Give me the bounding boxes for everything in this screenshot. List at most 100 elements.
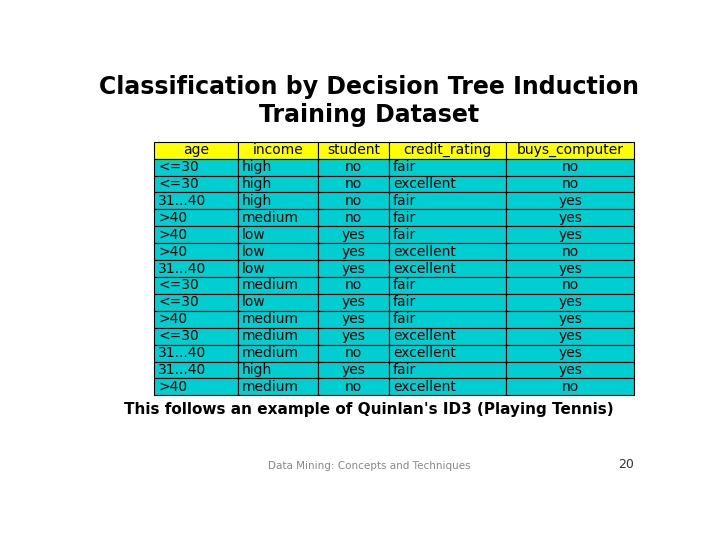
Text: excellent: excellent xyxy=(393,380,456,394)
Bar xyxy=(154,176,238,192)
Bar xyxy=(318,345,389,362)
Bar xyxy=(238,277,318,294)
Text: fair: fair xyxy=(393,194,416,208)
Text: 20: 20 xyxy=(618,458,634,471)
Bar xyxy=(506,328,634,345)
Text: yes: yes xyxy=(558,194,582,208)
Bar xyxy=(154,277,238,294)
Text: no: no xyxy=(345,194,362,208)
Bar xyxy=(154,192,238,210)
Text: <=30: <=30 xyxy=(158,329,199,343)
Text: low: low xyxy=(241,245,265,259)
Bar xyxy=(506,210,634,226)
Text: fair: fair xyxy=(393,228,416,242)
Bar xyxy=(154,141,238,159)
Text: no: no xyxy=(345,211,362,225)
Bar xyxy=(238,159,318,176)
Text: fair: fair xyxy=(393,363,416,377)
Bar xyxy=(318,362,389,379)
Text: high: high xyxy=(241,363,271,377)
Bar xyxy=(154,294,238,311)
Text: medium: medium xyxy=(241,211,299,225)
Text: excellent: excellent xyxy=(393,346,456,360)
Text: yes: yes xyxy=(342,245,366,259)
Bar xyxy=(154,243,238,260)
Bar xyxy=(318,379,389,395)
Bar xyxy=(389,311,506,328)
Text: >40: >40 xyxy=(158,380,187,394)
Bar xyxy=(506,294,634,311)
Bar xyxy=(389,328,506,345)
Text: yes: yes xyxy=(558,295,582,309)
Text: >40: >40 xyxy=(158,211,187,225)
Bar xyxy=(506,243,634,260)
Bar xyxy=(318,260,389,277)
Text: medium: medium xyxy=(241,279,299,293)
Text: <=30: <=30 xyxy=(158,295,199,309)
Bar xyxy=(389,277,506,294)
Text: no: no xyxy=(562,245,579,259)
Bar xyxy=(154,345,238,362)
Text: no: no xyxy=(562,279,579,293)
Bar xyxy=(506,260,634,277)
Text: This follows an example of Quinlan's ID3 (Playing Tennis): This follows an example of Quinlan's ID3… xyxy=(124,402,614,416)
Text: no: no xyxy=(562,160,579,174)
Text: Data Mining: Concepts and Techniques: Data Mining: Concepts and Techniques xyxy=(268,462,470,471)
Bar xyxy=(389,159,506,176)
Bar xyxy=(318,277,389,294)
Bar xyxy=(318,210,389,226)
Text: 31...40: 31...40 xyxy=(158,346,207,360)
Bar xyxy=(389,243,506,260)
Bar xyxy=(389,345,506,362)
Bar xyxy=(389,192,506,210)
Text: student: student xyxy=(327,143,380,157)
Text: <=30: <=30 xyxy=(158,160,199,174)
Text: no: no xyxy=(562,380,579,394)
Text: >40: >40 xyxy=(158,245,187,259)
Text: yes: yes xyxy=(558,211,582,225)
Text: excellent: excellent xyxy=(393,329,456,343)
Bar xyxy=(506,379,634,395)
Text: fair: fair xyxy=(393,160,416,174)
Bar xyxy=(506,362,634,379)
Bar xyxy=(238,192,318,210)
Bar xyxy=(389,176,506,192)
Text: credit_rating: credit_rating xyxy=(403,143,492,157)
Bar xyxy=(318,159,389,176)
Bar xyxy=(389,260,506,277)
Bar xyxy=(238,210,318,226)
Text: fair: fair xyxy=(393,295,416,309)
Bar xyxy=(238,243,318,260)
Text: medium: medium xyxy=(241,380,299,394)
Bar xyxy=(506,277,634,294)
Text: yes: yes xyxy=(558,346,582,360)
Text: yes: yes xyxy=(558,363,582,377)
Text: fair: fair xyxy=(393,279,416,293)
Bar xyxy=(389,210,506,226)
Text: buys_computer: buys_computer xyxy=(517,143,624,157)
Text: no: no xyxy=(345,346,362,360)
Bar xyxy=(154,379,238,395)
Text: no: no xyxy=(562,177,579,191)
Bar xyxy=(389,141,506,159)
Text: high: high xyxy=(241,160,271,174)
Bar xyxy=(318,328,389,345)
Text: yes: yes xyxy=(342,329,366,343)
Bar xyxy=(238,345,318,362)
Bar xyxy=(506,192,634,210)
Bar xyxy=(506,141,634,159)
Text: >40: >40 xyxy=(158,312,187,326)
Text: income: income xyxy=(253,143,303,157)
Bar xyxy=(318,141,389,159)
Bar xyxy=(238,311,318,328)
Bar xyxy=(154,159,238,176)
Text: yes: yes xyxy=(342,295,366,309)
Text: no: no xyxy=(345,160,362,174)
Bar xyxy=(154,311,238,328)
Text: no: no xyxy=(345,380,362,394)
Bar xyxy=(506,311,634,328)
Text: no: no xyxy=(345,279,362,293)
Text: <=30: <=30 xyxy=(158,177,199,191)
Bar xyxy=(154,226,238,243)
Text: Classification by Decision Tree Induction
Training Dataset: Classification by Decision Tree Inductio… xyxy=(99,75,639,127)
